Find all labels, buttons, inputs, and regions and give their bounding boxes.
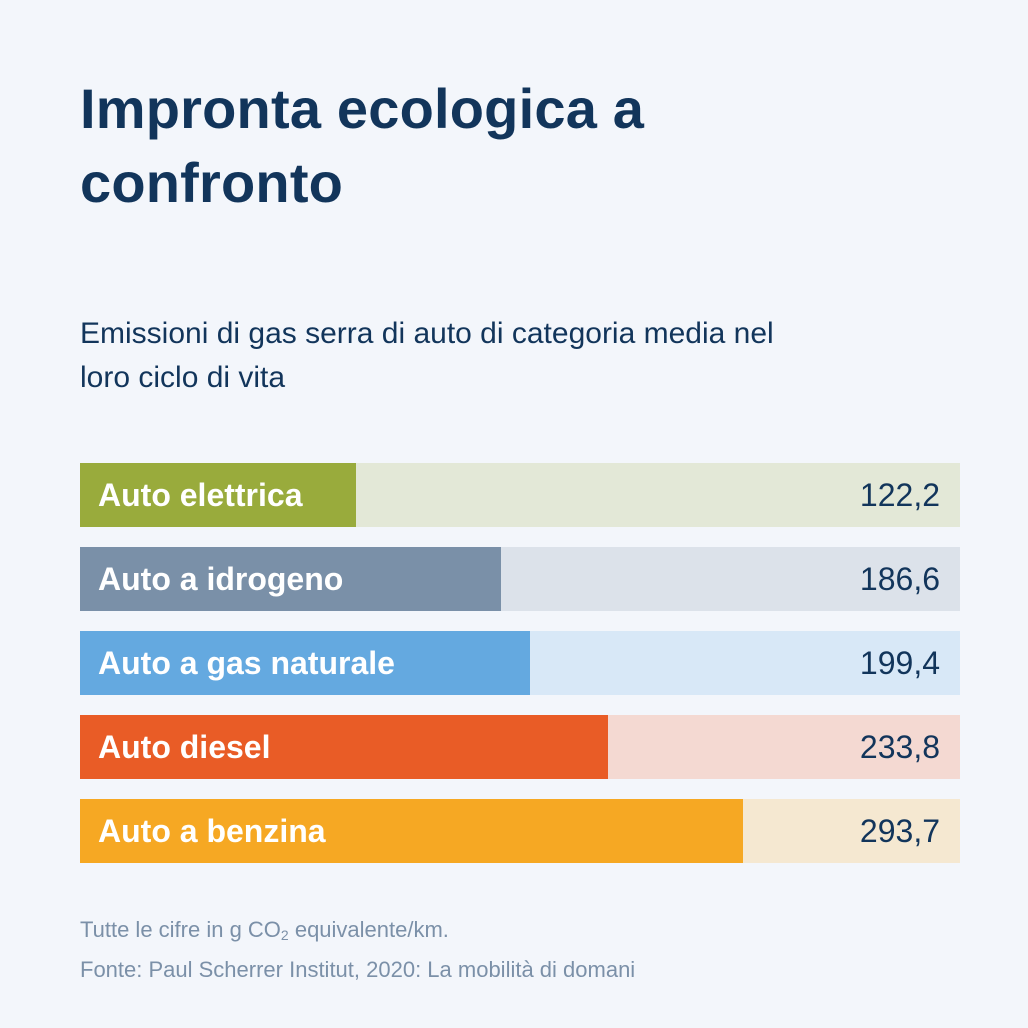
page-title: Impronta ecologica a confronto (80, 77, 645, 214)
bar (80, 463, 356, 527)
page-subtitle: Emissioni di gas serra di auto di catego… (80, 317, 774, 394)
bar-row: Auto elettrica 122,2 (80, 463, 960, 527)
units-note-suffix: equivalente/km. (288, 917, 449, 942)
bar (80, 631, 530, 695)
bar (80, 799, 743, 863)
bar-value-label: 122,2 (859, 477, 940, 513)
bar-row: Auto a benzina 293,7 (80, 799, 960, 863)
bar-value-label: 233,8 (859, 729, 940, 765)
bar-row: Auto a idrogeno 186,6 (80, 547, 960, 611)
bar-chart: Auto elettrica 122,2 Auto a idrogeno 186,6 A… (80, 463, 960, 865)
bar-value-label: 293,7 (859, 813, 940, 849)
bar (80, 547, 501, 611)
units-note: Tutte le cifre in g CO2 equivalente/km. (80, 915, 449, 947)
units-note-subscript: 2 (280, 927, 289, 943)
bar-label: Auto a benzina (98, 813, 326, 849)
bar (80, 715, 608, 779)
source-note: Fonte: Paul Scherrer Institut, 2020: La … (80, 957, 636, 982)
bar-row: Auto diesel 233,8 (80, 715, 960, 779)
bar-label: Auto a gas naturale (98, 645, 395, 681)
units-note-prefix: Tutte le cifre in g CO (80, 917, 281, 942)
bar-value-label: 199,4 (859, 645, 940, 681)
bar-value-label: 186,6 (859, 561, 940, 597)
bar-label: Auto diesel (98, 729, 271, 765)
bar-label: Auto elettrica (98, 477, 303, 513)
bar-row: Auto a gas naturale 199,4 (80, 631, 960, 695)
bar-label: Auto a idrogeno (98, 561, 344, 597)
